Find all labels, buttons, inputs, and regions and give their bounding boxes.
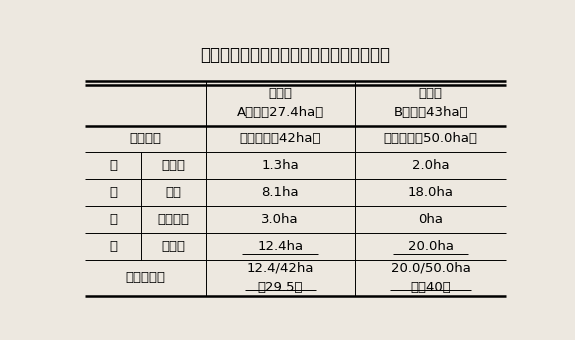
Text: ＳＺ集落（50.0ha）: ＳＺ集落（50.0ha） [384, 133, 478, 146]
Text: 面: 面 [109, 213, 117, 226]
Text: 8.1ha: 8.1ha [262, 186, 299, 199]
Text: 三和村
A経営（27.4ha）: 三和村 A経営（27.4ha） [236, 87, 324, 119]
Text: 2.0ha: 2.0ha [412, 159, 450, 172]
Text: 20.0ha: 20.0ha [408, 240, 454, 253]
Text: 20.0/50.0ha
＝　40％: 20.0/50.0ha ＝ 40％ [390, 262, 470, 294]
Text: 入作集落: 入作集落 [129, 133, 162, 146]
Text: 表１　大規模借地経営の入り作面積シェア: 表１ 大規模借地経営の入り作面積シェア [200, 46, 390, 64]
Text: 3.0ha: 3.0ha [262, 213, 299, 226]
Text: 上越市
B経営（43ha）: 上越市 B経営（43ha） [393, 87, 468, 119]
Text: ＫＤ集落（42ha）: ＫＤ集落（42ha） [239, 133, 321, 146]
Text: 合　計: 合 計 [161, 240, 185, 253]
Text: 0ha: 0ha [418, 213, 443, 226]
Text: 12.4ha: 12.4ha [257, 240, 303, 253]
Text: 自作地: 自作地 [161, 159, 185, 172]
Text: 入: 入 [109, 159, 117, 172]
Text: 刈取受託: 刈取受託 [157, 213, 189, 226]
Text: 積: 積 [109, 240, 117, 253]
Text: 1.3ha: 1.3ha [261, 159, 299, 172]
Text: 18.0ha: 18.0ha [408, 186, 454, 199]
Text: 借地: 借地 [165, 186, 181, 199]
Text: 12.4/42ha
＝29.5％: 12.4/42ha ＝29.5％ [247, 262, 314, 294]
Text: 面積シェア: 面積シェア [125, 271, 166, 284]
Text: 作: 作 [109, 186, 117, 199]
